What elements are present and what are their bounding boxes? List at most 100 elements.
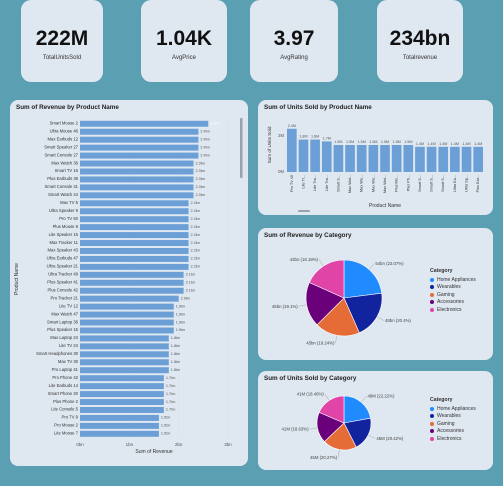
bar[interactable] (80, 287, 184, 294)
bar[interactable] (80, 335, 169, 342)
y-tick-label: 2M (278, 133, 284, 138)
bar[interactable] (80, 168, 194, 175)
bar[interactable] (80, 271, 184, 278)
bar[interactable] (80, 160, 194, 167)
bar[interactable] (80, 367, 169, 374)
x-tick-label: 2bn (175, 442, 183, 447)
category-label: Ultra Tracker 49 (48, 272, 78, 277)
bar[interactable] (356, 145, 367, 172)
bar[interactable] (80, 144, 199, 151)
bar[interactable] (473, 146, 483, 172)
revenue-by-category-chart[interactable]: Sum of Revenue by Category 54bn (23.07%)… (258, 228, 493, 360)
legend-item[interactable]: Wearables (430, 413, 476, 421)
bar[interactable] (80, 375, 164, 382)
data-label: 1.6bn (161, 416, 171, 420)
bar[interactable] (80, 120, 209, 127)
legend-item[interactable]: Wearables (430, 284, 476, 292)
bar[interactable] (80, 192, 194, 199)
units-by-product-chart[interactable]: Sum of Units Sold by Product Name 0M 2M 2.… (258, 100, 493, 215)
category-label: Plus Mo... (395, 175, 399, 192)
bar[interactable] (80, 136, 199, 143)
bar[interactable] (310, 139, 320, 172)
legend-item[interactable]: Accessories (430, 428, 476, 436)
legend-label: Gaming (437, 420, 455, 427)
legend-item[interactable]: Home Appliances (430, 276, 476, 284)
legend-item[interactable]: Gaming (430, 420, 476, 428)
bar[interactable] (438, 146, 449, 172)
legend-item[interactable]: Accessories (430, 299, 476, 307)
revenue-pie-svg[interactable]: 54bn (23.07%) 48bn (20.4%) 45bn (19.24%) 45… (258, 228, 493, 360)
bar[interactable] (80, 391, 164, 398)
data-label: 1.8bn (171, 336, 181, 340)
legend-item[interactable]: Home Appliances (430, 405, 476, 413)
bar[interactable] (80, 407, 164, 413)
bar[interactable] (80, 422, 159, 429)
bar[interactable] (80, 200, 189, 207)
units-bar-chart-svg[interactable]: 0M 2M 2.4M Pro TV 40 1.8M Lite Tr... 1.8M Lite … (258, 100, 493, 215)
bar[interactable] (345, 145, 355, 172)
bar[interactable] (450, 146, 460, 172)
bar[interactable] (80, 303, 174, 310)
bar[interactable] (321, 141, 332, 172)
pie-slice[interactable] (316, 297, 360, 337)
bar[interactable] (80, 176, 194, 183)
bar[interactable] (80, 255, 189, 262)
pie-slice[interactable] (305, 282, 345, 326)
bar[interactable] (80, 216, 189, 223)
scrollbar[interactable] (298, 210, 310, 212)
units-pie-svg[interactable]: 49M (22.22%) 45M (20.42%) 45M (20.27%) 41M … (258, 371, 493, 470)
bar[interactable] (426, 146, 437, 172)
scrollbar[interactable] (240, 118, 243, 178)
data-label: 1.4M (451, 142, 459, 146)
data-label: 1.8bn (171, 352, 181, 356)
bar[interactable] (80, 359, 169, 366)
data-label: 2.2bn (191, 257, 201, 261)
pie-slice[interactable] (308, 259, 345, 299)
legend-item[interactable]: Electronics (430, 435, 476, 443)
bar[interactable] (380, 145, 390, 172)
revenue-bar-chart-svg[interactable]: 0bn 1bn 2bn 3bn Smart Mouse 2 2.6bn Ultra Mous… (10, 100, 248, 466)
bar[interactable] (80, 311, 174, 318)
bar[interactable] (368, 145, 379, 172)
bar[interactable] (80, 351, 169, 358)
bar[interactable] (80, 327, 174, 334)
bar[interactable] (80, 343, 169, 350)
leader-line (318, 259, 324, 267)
bar[interactable] (80, 399, 164, 405)
bar[interactable] (80, 208, 189, 215)
bar[interactable] (80, 295, 179, 302)
bar[interactable] (80, 184, 194, 191)
bar[interactable] (80, 240, 189, 246)
data-label: 1.5M (393, 140, 401, 144)
bar[interactable] (80, 248, 189, 254)
bar[interactable] (80, 279, 184, 286)
bar[interactable] (80, 232, 189, 239)
bar[interactable] (333, 145, 344, 172)
pie-slice[interactable] (318, 395, 345, 424)
category-label: Max Wat... (348, 175, 352, 193)
bar[interactable] (298, 139, 309, 172)
pie-slice[interactable] (343, 395, 371, 424)
category-label: Plus Mouse 8 (53, 224, 79, 229)
bar[interactable] (391, 145, 402, 172)
bar[interactable] (80, 152, 199, 159)
bar[interactable] (80, 383, 164, 390)
units-by-category-chart[interactable]: Sum of Units Sold by Category 49M (22.22… (258, 371, 493, 470)
legend-item[interactable]: Gaming (430, 291, 476, 299)
pie-slice[interactable] (343, 292, 383, 334)
bar[interactable] (415, 146, 425, 172)
bar[interactable] (287, 128, 297, 172)
legend-item[interactable]: Electronics (430, 306, 476, 314)
revenue-by-product-chart[interactable]: Sum of Revenue by Product Name 0bn 1bn 2bn… (10, 100, 248, 466)
bar[interactable] (403, 145, 414, 172)
data-label: 1.9bn (176, 312, 186, 316)
bar[interactable] (80, 414, 159, 421)
bar[interactable] (80, 224, 189, 231)
bar[interactable] (80, 263, 189, 270)
bar[interactable] (80, 319, 174, 326)
bar[interactable] (80, 430, 159, 437)
bar[interactable] (461, 146, 472, 172)
bar[interactable] (80, 128, 199, 135)
data-label: 1.7bn (166, 400, 176, 404)
pie-slice[interactable] (343, 259, 383, 299)
